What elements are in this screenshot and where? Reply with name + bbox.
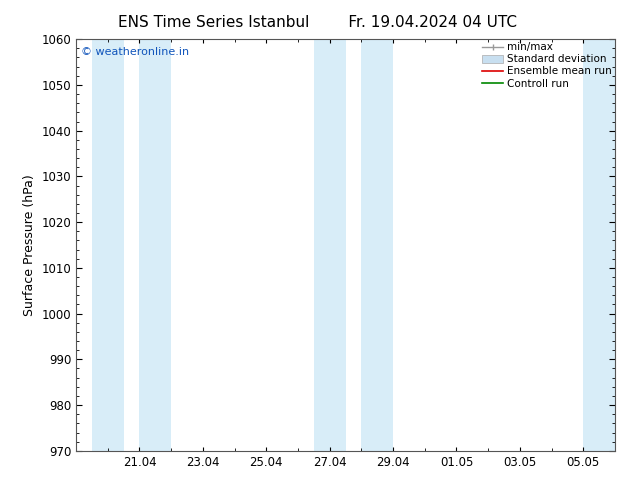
- Legend: min/max, Standard deviation, Ensemble mean run, Controll run: min/max, Standard deviation, Ensemble me…: [480, 40, 614, 91]
- Text: © weatheronline.in: © weatheronline.in: [81, 48, 190, 57]
- Y-axis label: Surface Pressure (hPa): Surface Pressure (hPa): [23, 174, 36, 316]
- Bar: [92, 39, 124, 451]
- Bar: [361, 39, 393, 451]
- Bar: [583, 39, 615, 451]
- Bar: [314, 39, 346, 451]
- Text: ENS Time Series Istanbul        Fr. 19.04.2024 04 UTC: ENS Time Series Istanbul Fr. 19.04.2024 …: [117, 15, 517, 30]
- Bar: [139, 39, 171, 451]
